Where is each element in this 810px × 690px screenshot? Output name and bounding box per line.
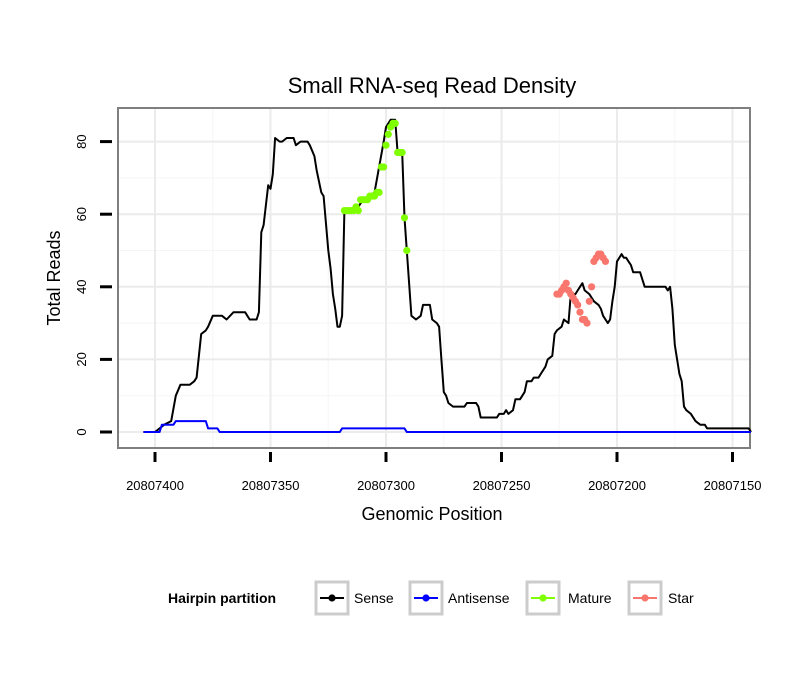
mature-data-point: [398, 148, 406, 157]
x-tick-label: 20807300: [357, 478, 415, 493]
sense-series-line: [143, 118, 752, 433]
legend-label-star: Star: [668, 590, 694, 606]
mature-data-point: [380, 163, 388, 171]
star-data-point: [562, 279, 570, 287]
mature-data-point: [400, 214, 409, 222]
mature-data-point: [354, 207, 362, 215]
legend: Hairpin partition Sense Antisense Mature St…: [168, 580, 694, 616]
mature-data-point: [382, 141, 390, 149]
legend-title: Hairpin partition: [168, 590, 276, 606]
y-axis-ticks: 0 20 40 60 80: [74, 134, 112, 436]
mature-data-point: [391, 119, 399, 127]
x-tick-label: 20807400: [126, 478, 184, 493]
legend-key-point-star: [641, 594, 649, 602]
legend-key-point-mature: [539, 594, 547, 602]
plot-background: [117, 107, 751, 449]
series-layer: [143, 118, 752, 433]
minor-gridlines: [119, 109, 749, 447]
star-data-point: [601, 257, 610, 265]
antisense-series-line: [143, 420, 751, 433]
legend-label-mature: Mature: [568, 590, 612, 606]
y-tick-label: 20: [74, 352, 89, 366]
y-tick-label: 40: [74, 280, 89, 294]
legend-key-point-sense: [328, 594, 336, 602]
y-tick-label: 80: [74, 134, 89, 148]
y-tick-label: 0: [74, 428, 89, 435]
chart-title: Small RNA-seq Read Density: [288, 73, 577, 98]
x-tick-label: 20807150: [704, 478, 762, 493]
legend-label-antisense: Antisense: [448, 590, 510, 606]
legend-label-sense: Sense: [354, 590, 394, 606]
x-tick-label: 20807200: [588, 478, 646, 493]
y-tick-label: 60: [74, 207, 89, 221]
x-tick-label: 20807350: [242, 478, 300, 493]
star-data-point: [588, 283, 596, 291]
legend-key-point-antisense: [422, 594, 430, 602]
mature-data-point: [384, 130, 392, 138]
star-data-point: [585, 297, 593, 305]
mature-data-point: [375, 188, 383, 196]
x-tick-label: 20807250: [473, 478, 531, 493]
plot-panel: [117, 107, 752, 449]
star-data-point: [574, 301, 582, 309]
mature-data-point: [403, 246, 411, 255]
star-data-point: [583, 319, 591, 327]
y-axis-title: Total Reads: [44, 230, 64, 325]
x-axis-ticks: 20807400 20807350 20807300 20807250 20807200…: [126, 452, 761, 493]
star-data-point: [576, 308, 584, 316]
x-axis-title: Genomic Position: [361, 504, 502, 524]
